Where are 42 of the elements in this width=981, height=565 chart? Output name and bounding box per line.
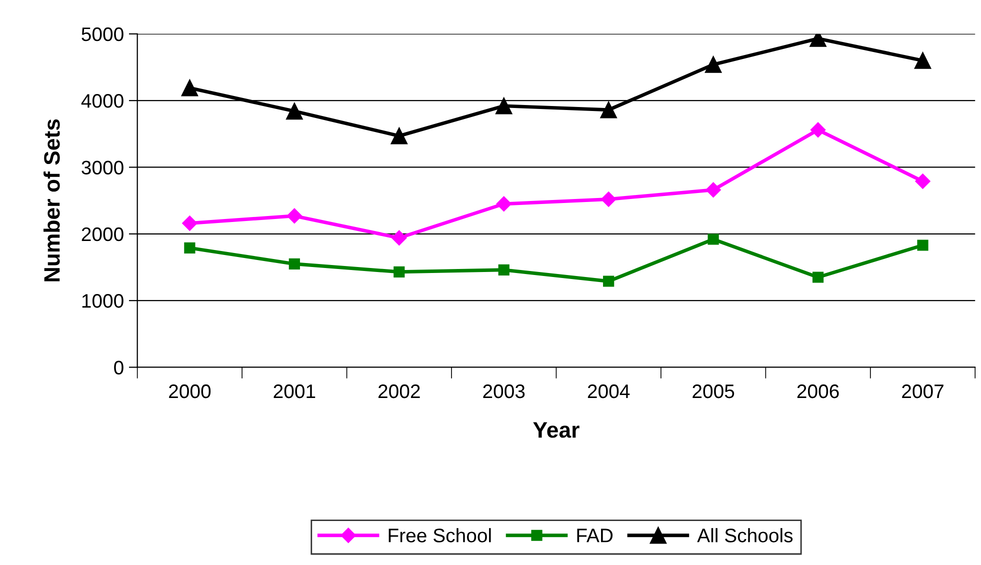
point	[914, 52, 932, 69]
point	[288, 258, 300, 270]
x-tick-label: 2003	[483, 384, 525, 398]
y-axis-title: Number of Sets	[44, 119, 60, 282]
x-tick-label: 2006	[797, 384, 839, 398]
legend-label: Free School	[388, 528, 491, 542]
point	[496, 98, 512, 114]
point	[394, 266, 405, 278]
point	[184, 242, 196, 254]
point	[286, 208, 302, 224]
point	[704, 56, 722, 73]
y-tick-label: 5000	[82, 27, 124, 42]
y-tick-label: 3000	[82, 160, 124, 174]
point	[917, 240, 928, 251]
legend-label: FAD	[577, 528, 613, 542]
point	[915, 174, 930, 189]
y-tick-label: 0	[114, 360, 124, 374]
point	[810, 122, 826, 138]
point	[603, 276, 614, 287]
x-tick-label: 2007	[902, 384, 944, 398]
x-axis-title: Year	[533, 422, 580, 438]
point	[390, 128, 408, 144]
x-tick-label: 2004	[588, 384, 630, 398]
point	[600, 102, 617, 118]
x-tick-label: 2005	[692, 384, 734, 398]
point	[286, 102, 303, 120]
point	[708, 234, 719, 245]
x-tick-label: 2002	[378, 384, 420, 398]
point	[706, 182, 721, 198]
point	[812, 272, 824, 283]
point	[181, 80, 198, 96]
point	[496, 196, 512, 212]
y-tick-label: 2000	[82, 227, 124, 242]
point	[601, 192, 616, 207]
point	[182, 216, 198, 231]
x-tick-label: 2000	[169, 384, 211, 398]
y-tick-label: 4000	[81, 94, 124, 108]
y-tick-label: 1000	[82, 294, 124, 308]
x-tick-label: 2001	[274, 384, 316, 398]
point	[498, 264, 510, 276]
point	[392, 230, 407, 246]
legend-label: All Schools	[697, 528, 793, 542]
